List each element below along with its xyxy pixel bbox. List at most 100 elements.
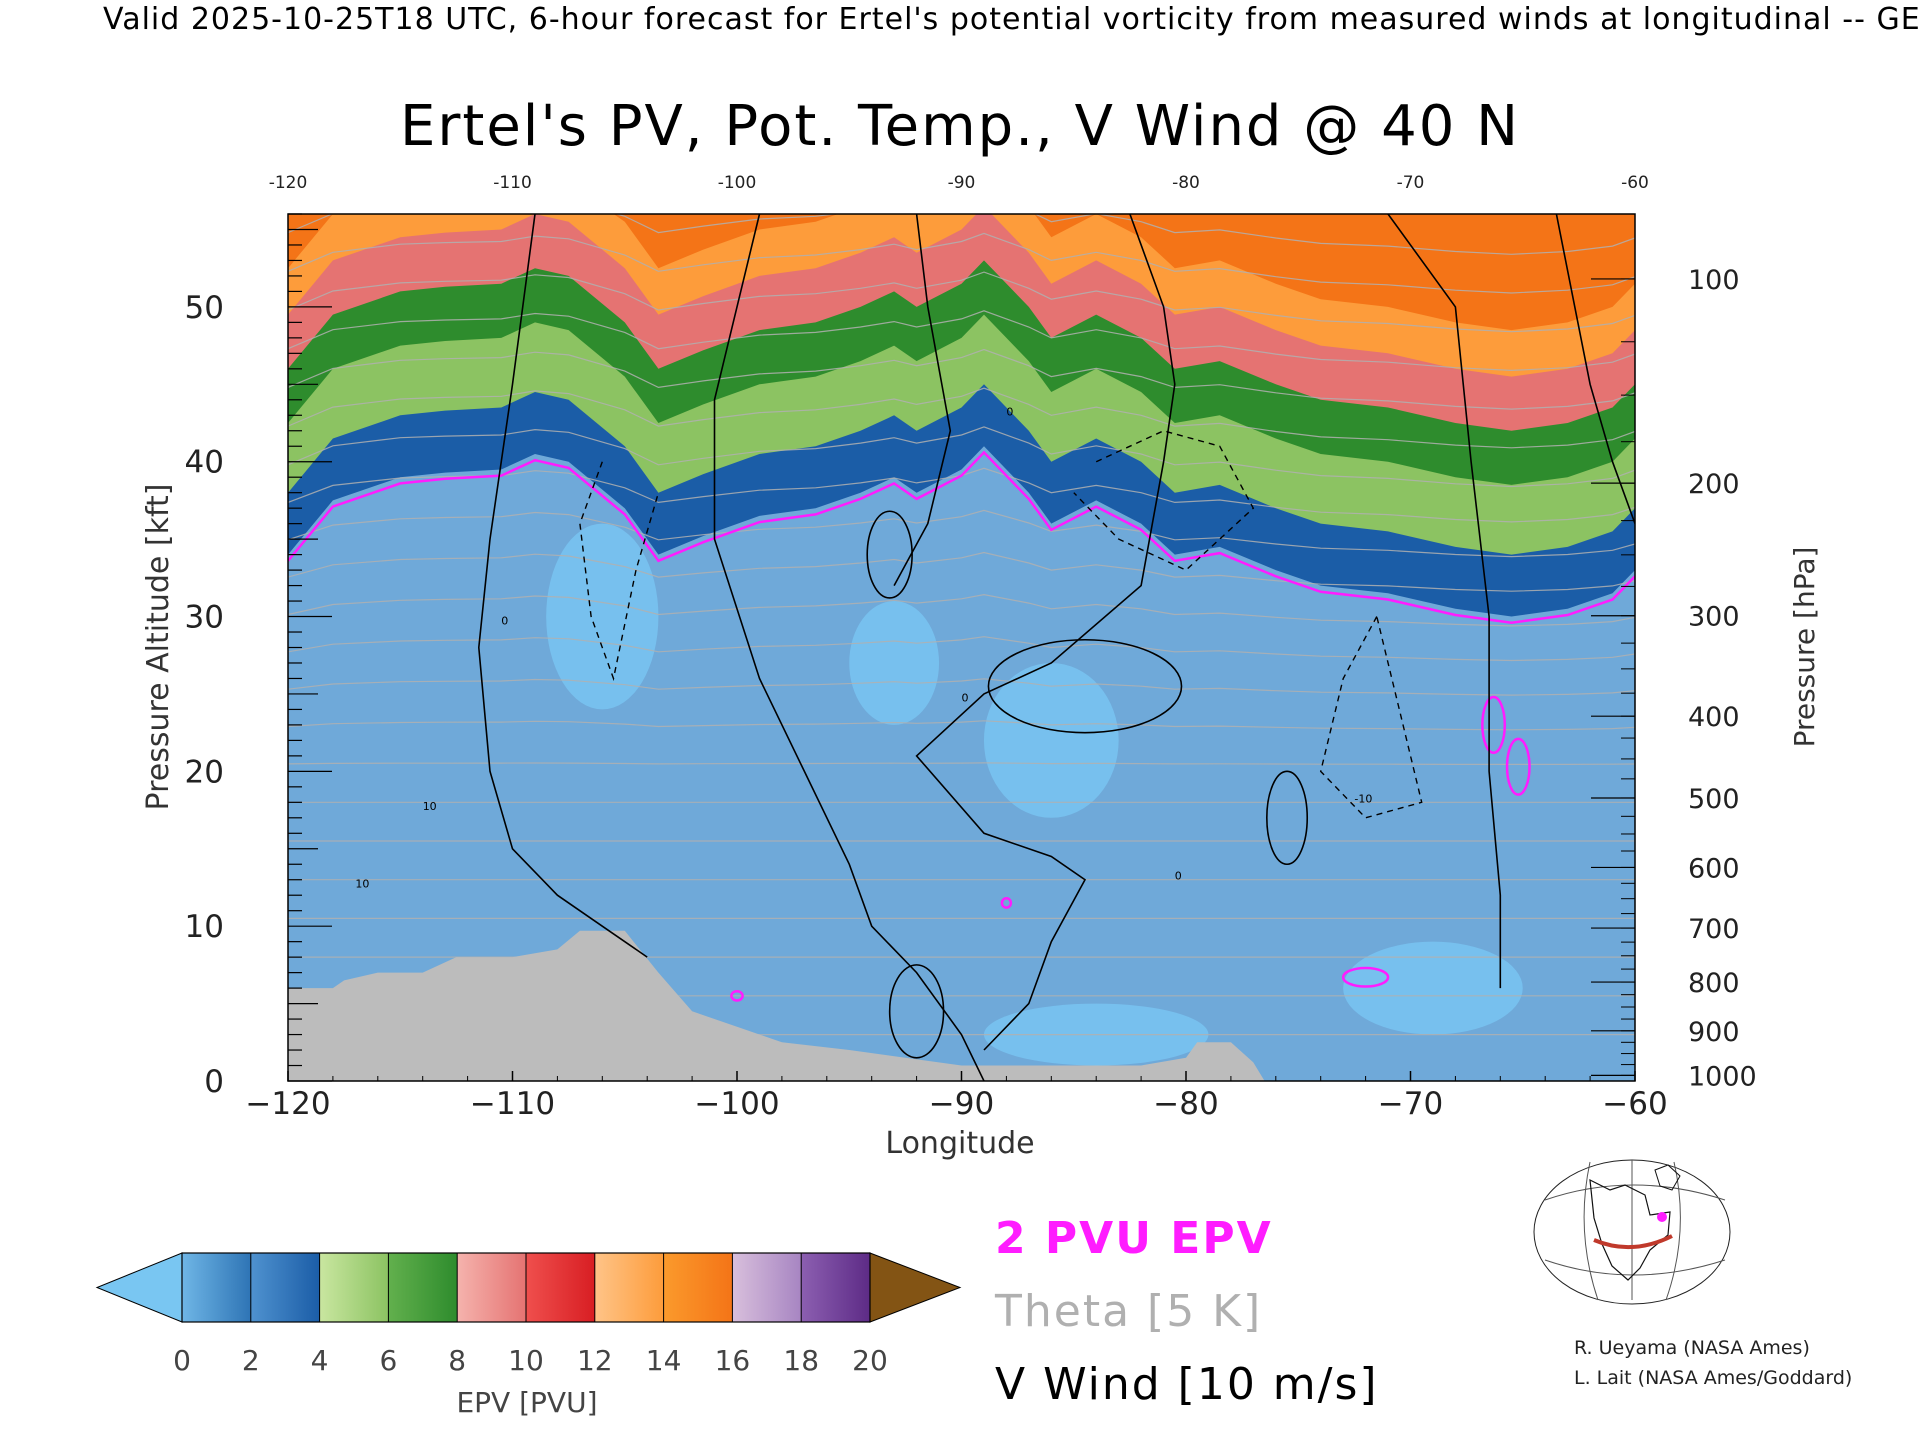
- credit-line-1: R. Ueyama (NASA Ames): [1574, 1337, 1810, 1359]
- x-axis: −120 −110 −100 −90 −80 −70 −60: [245, 1071, 1668, 1122]
- legend-2pvu-epv: 2 PVU EPV: [995, 1213, 1273, 1264]
- map-gridline: [1544, 1184, 1726, 1201]
- colorbar-label: EPV [PVU]: [456, 1386, 597, 1419]
- theta-contour: [288, 509, 1635, 558]
- colorbar-tick-label: 20: [852, 1344, 888, 1377]
- colorbar-under-arrow: [95, 1252, 183, 1323]
- y-axis-label-left: Pressure Altitude [kft]: [141, 484, 176, 811]
- pressure-tick-label: 700: [1688, 914, 1740, 945]
- y-axis-label-right: Pressure [hPa]: [1788, 547, 1821, 748]
- pressure-tick-label: 600: [1688, 853, 1740, 884]
- colorbar-tick-label: 2: [242, 1344, 260, 1377]
- v-wind-zero-contour: [1555, 214, 1635, 524]
- v-wind-zero-contour: [477, 214, 648, 958]
- colorbar-bin: [663, 1253, 733, 1322]
- x-top-tick-label: -120: [269, 173, 308, 193]
- chart-title: Ertel's PV, Pot. Temp., V Wind @ 40 N: [400, 94, 1520, 159]
- x-top-tick-label: -80: [1172, 173, 1200, 193]
- colorbar-bin: [457, 1253, 526, 1322]
- colorbar: 0 2 4 6 8 10 12 14 16 18 20: [95, 1252, 962, 1377]
- theta-contour: [288, 593, 1635, 627]
- v-wind-closed-contour: [866, 510, 913, 599]
- v-wind-closed-contour: [987, 638, 1183, 734]
- v-wind-zero-contour: [915, 214, 1176, 1051]
- pv-2-closed: [1481, 695, 1507, 755]
- map-gridline: [1583, 1161, 1599, 1301]
- colorbar-tick-label: 10: [508, 1344, 544, 1377]
- v-wind-contour-label: 10: [355, 877, 369, 890]
- v-wind-zero-contour: [1387, 214, 1502, 989]
- v-wind-contour-label: 0: [1006, 405, 1013, 418]
- pressure-tick-label: 1000: [1688, 1061, 1757, 1092]
- colorbar-tick-label: 14: [646, 1344, 682, 1377]
- forecast-header: Valid 2025-10-25T18 UTC, 6-hour forecast…: [103, 2, 1920, 37]
- theta-contour: [288, 678, 1635, 696]
- pressure-tick-label: 300: [1688, 602, 1740, 633]
- pv-2-contour: [288, 450, 1635, 1002]
- pressure-tick-label: 100: [1688, 265, 1740, 296]
- credit-line-2: L. Lait (NASA Ames/Goddard): [1574, 1367, 1852, 1389]
- map-transect-40n: [1593, 1234, 1673, 1250]
- v-wind-negative-contour: [1073, 430, 1255, 571]
- pressure-tick-label: 800: [1688, 968, 1740, 999]
- colorbar-bin: [526, 1253, 595, 1322]
- v-wind-contour-label: -10: [1354, 792, 1372, 805]
- x-tick-label: −90: [929, 1086, 994, 1122]
- y-tick-label: 50: [185, 290, 224, 326]
- v-wind-negative-contour: [579, 461, 660, 682]
- epv-low-patch: [983, 662, 1119, 818]
- pressure-tick-label: 200: [1688, 469, 1740, 500]
- map-gridline: [1665, 1161, 1681, 1301]
- colorbar-tick-label: 12: [577, 1344, 613, 1377]
- v-wind-contour-label: 0: [1175, 870, 1182, 883]
- x-tick-label: −70: [1378, 1086, 1443, 1122]
- y-tick-label: 30: [185, 600, 224, 636]
- colorbar-tick-label: 0: [173, 1344, 191, 1377]
- colorbar-bin: [182, 1253, 251, 1322]
- theta-contour: [288, 232, 1635, 294]
- terrain: [288, 930, 1265, 1081]
- theta-contour: [288, 762, 1635, 765]
- x-tick-label: −80: [1153, 1086, 1218, 1122]
- pv-2-closed: [730, 989, 744, 1002]
- epv-band: [288, 214, 1635, 331]
- pv-2-line: [288, 450, 1635, 624]
- v-wind-zero-contour: [713, 214, 985, 1081]
- v-wind-contours: 0 0 0 -10 10 10 0: [355, 214, 1635, 1081]
- map-coastline: [1654, 1164, 1681, 1191]
- y-tick-label: 0: [204, 1064, 224, 1100]
- locator-map: [1533, 1148, 1731, 1305]
- colorbar-tick-label: 18: [783, 1344, 819, 1377]
- x-tick-label: −110: [470, 1086, 555, 1122]
- v-wind-closed-contour: [1266, 770, 1309, 866]
- pressure-tick-label: 500: [1688, 784, 1740, 815]
- colorbar-bin: [732, 1253, 802, 1322]
- pv-2-closed: [1505, 737, 1531, 796]
- colorbar-bin: [801, 1253, 870, 1322]
- v-wind-negative-contour: [1319, 616, 1423, 819]
- x-top-tick-label: -100: [718, 173, 757, 193]
- colorbar-tick-label: 6: [379, 1344, 397, 1377]
- y-axis-right: 100 200 300 400 500 600 700 800 900 1000: [1591, 265, 1757, 1092]
- theta-contour: [288, 348, 1635, 410]
- y-tick-label: 10: [185, 909, 224, 945]
- y-axis-left: 0 10 20 30 40 50: [185, 213, 332, 1100]
- v-wind-contour-label: 10: [423, 800, 437, 813]
- colorbar-bin: [250, 1253, 320, 1322]
- theta-contour: [288, 214, 1635, 255]
- theta-contour: [288, 387, 1635, 449]
- epv-low-patch: [546, 523, 659, 710]
- v-wind-zero-contour: [893, 214, 952, 586]
- theta-contour: [288, 426, 1635, 488]
- plot-area: 0 0 0 -10 10 10 0: [287, 213, 1636, 1082]
- theta-contour: [288, 551, 1635, 592]
- x-axis-label: Longitude: [885, 1126, 1034, 1161]
- theta-contour: [288, 720, 1635, 731]
- colorbar-bin: [388, 1253, 458, 1322]
- colorbar-tick-label: 4: [311, 1344, 329, 1377]
- pressure-tick-label: 400: [1688, 702, 1740, 733]
- x-tick-label: −100: [694, 1086, 779, 1122]
- x-axis-top: -120 -110 -100 -90 -80 -70 -60: [269, 173, 1649, 193]
- legend-v-wind: V Wind [10 m/s]: [995, 1359, 1379, 1410]
